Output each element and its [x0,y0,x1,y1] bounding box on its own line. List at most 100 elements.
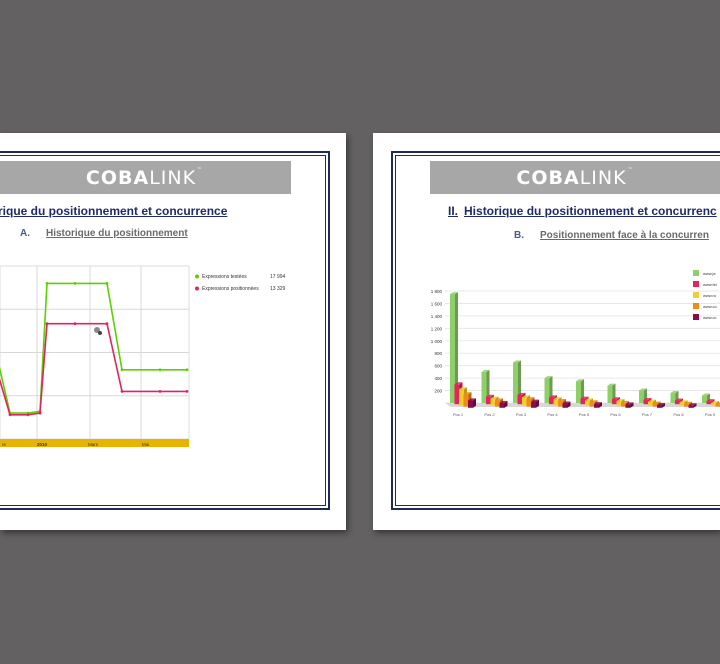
bar [607,385,613,403]
y-tick-label: 1 400 [431,314,443,319]
bar-side [662,403,665,408]
bar [679,402,685,406]
bar [522,397,527,406]
bar-top [486,394,494,397]
title-text: Historique du positionnement et concurre… [464,204,717,218]
slide-frame-inner [0,155,326,506]
logo-part-ba: BA [118,166,150,189]
bar-top [517,392,526,395]
legend-swatch [693,314,699,320]
x-tick-label: Pos 2 [484,412,495,417]
bar-top [558,399,566,401]
bar-side [536,399,539,408]
legend-label: Expressions positionnées [202,286,259,292]
bar [576,381,581,403]
legend-label: Expressions testées [202,274,247,280]
data-point [45,322,49,326]
slide-frame-outer [391,151,720,510]
bar-side [693,403,697,408]
bar-side [567,401,571,408]
data-point [120,390,124,393]
data-point [26,413,30,417]
data-point [185,368,189,372]
bar [490,398,496,406]
bar [531,401,536,408]
bar-top [706,399,715,402]
bar [549,397,554,405]
x-tick-label: Mars [88,442,99,447]
x-tick-label: re [2,442,6,447]
logo-part-co: CO [516,166,549,189]
bar [450,294,455,403]
bar-top [450,292,458,295]
legend-label: www.cc [703,315,717,320]
cobalink-logo: COBALINK™ [516,167,633,189]
data-point [105,322,109,326]
bar-top [495,398,503,401]
series-line [0,282,187,414]
bar-top [675,398,683,401]
bar [499,402,505,408]
bar [459,389,464,406]
x-tick-label: Pos 7 [642,412,653,417]
bar-top [459,387,467,390]
x-axis-bar [0,439,189,447]
bar [580,398,586,405]
x-tick-label: Pos 4 [547,412,558,417]
bar-top [576,379,584,382]
x-tick-label: Pos 6 [610,412,621,417]
bar [454,384,460,405]
data-point [158,368,162,372]
legend-label: www.je [703,271,716,276]
bar-top [544,376,553,379]
y-tick-label: 1 800 [431,289,443,294]
cursor-icon [94,327,102,335]
x-tick-label: 2010 [37,442,48,447]
bar-top [625,402,634,405]
bar-top [684,401,692,404]
section-subtitle: B. Positionnement face à la concurren [514,230,709,241]
section-heading: Positionnement face à la concurren [540,230,709,241]
data-point [45,282,49,285]
logo-trademark: ™ [627,166,634,173]
bar [544,378,550,403]
bar-top [522,395,530,398]
bar [702,395,707,403]
bar [513,362,518,403]
bar [517,394,523,405]
logo-part-link: LINK [149,166,197,189]
logo-part-link: LINK [579,166,627,189]
data-point [38,411,42,415]
y-tick-label: 1 000 [431,339,443,344]
data-point [105,282,109,285]
bar-side [486,369,490,403]
data-point [73,282,77,285]
bar [706,401,712,405]
data-point [8,413,12,417]
data-point [185,390,189,393]
bar-top [679,400,688,403]
bar-top [549,395,557,398]
bar [643,399,649,405]
bar [670,393,676,403]
bar [558,401,563,407]
bar-side [518,360,521,403]
bar [612,399,617,405]
cobalink-logo-band: COBALINK™ [430,161,720,194]
bar [625,404,631,408]
slide-title: II. Historique du positionnement et concu… [448,204,717,218]
data-point [73,322,77,326]
slide-title: rique du positionnement et concurrence [0,204,228,218]
bar-top [589,400,598,403]
legend-value: 17 994 [270,274,286,280]
line-chart: re 2010 Mars Mai Expressions testées 17 994 E… [0,265,286,447]
bar [621,402,626,407]
bar-top [463,392,472,395]
section-subtitle: A. Historique du positionnement [20,228,188,239]
cobalink-logo-band: COBALINK™ [0,161,291,194]
data-point [120,368,124,372]
legend-label: www.ro [703,293,717,298]
bar-top [612,397,620,400]
slide-frame-inner [395,155,720,506]
bar-top [715,402,720,405]
